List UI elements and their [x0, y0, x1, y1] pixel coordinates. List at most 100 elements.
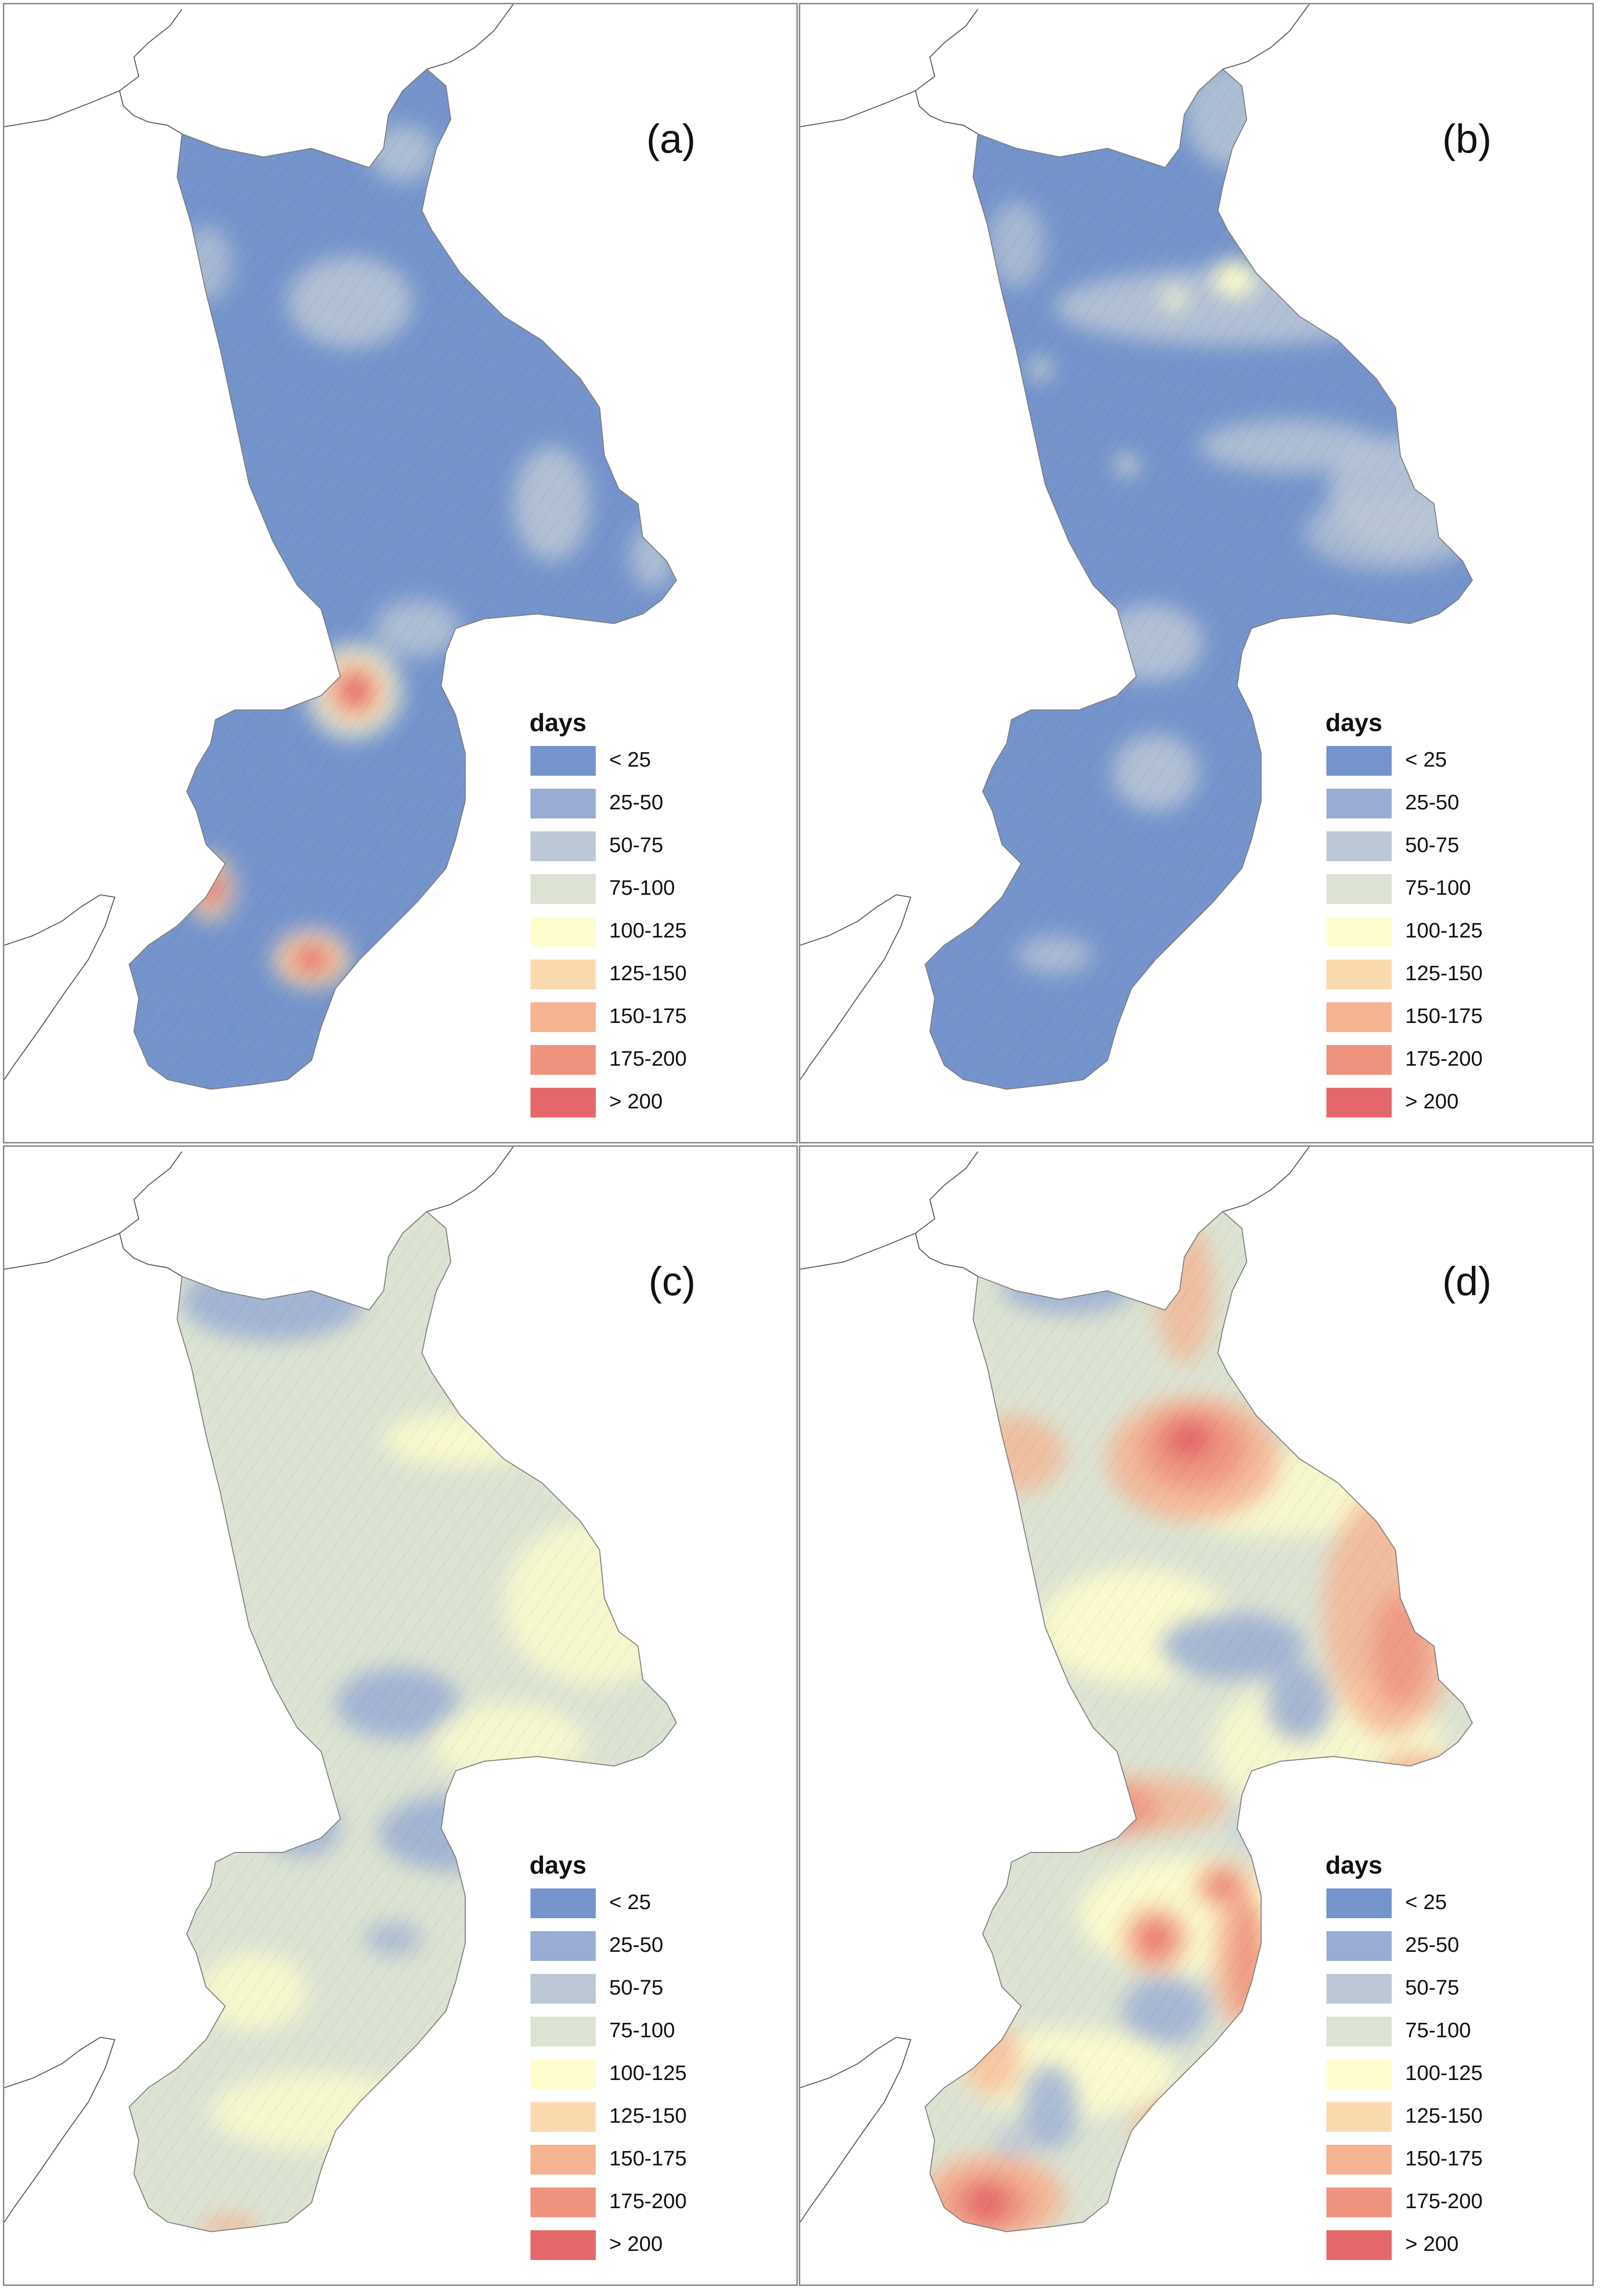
legend: days < 25 25-50 50-75 75-100 100-125 125-150 15…	[530, 709, 731, 1130]
legend-item: 25-50	[1325, 1931, 1527, 1974]
map-svg	[4, 1147, 677, 2233]
legend-label: 50-75	[609, 833, 663, 857]
legend-item: < 25	[1325, 1888, 1527, 1931]
legend-item: 75-100	[530, 2017, 731, 2059]
legend-item: 50-75	[530, 1974, 731, 2017]
legend-item: 75-100	[1325, 2017, 1527, 2059]
legend-item: 100-125	[1325, 917, 1527, 960]
coastline	[800, 1151, 978, 1270]
legend-item: 75-100	[1325, 874, 1527, 917]
legend-swatch	[1326, 2145, 1392, 2175]
legend-item: 25-50	[530, 1931, 731, 1974]
legend-swatch	[530, 1088, 596, 1118]
legend: days < 25 25-50 50-75 75-100 100-125 125-150 15…	[1325, 709, 1527, 1130]
panel-label: (a)	[646, 116, 696, 161]
legend-item: 150-175	[1325, 2145, 1527, 2188]
region-outline	[128, 1211, 677, 2233]
coastline	[4, 1151, 182, 1270]
legend-label: 175-200	[1405, 1047, 1483, 1070]
legend-label: > 200	[609, 2232, 663, 2256]
legend-label: 175-200	[609, 2189, 687, 2213]
zone-ellipse	[1136, 993, 1194, 1041]
legend-label: 150-175	[609, 2147, 687, 2170]
map-svg	[800, 4, 1473, 1090]
legend-item: 125-150	[530, 2102, 731, 2145]
coastline	[119, 90, 182, 134]
legend-item: > 200	[1325, 2230, 1527, 2273]
coastline	[4, 894, 116, 1080]
legend-swatch	[530, 960, 596, 989]
legend-label: 125-150	[1405, 2104, 1483, 2128]
legend-label: 100-125	[1405, 919, 1483, 942]
legend-item: > 200	[530, 1088, 731, 1130]
legend-label: < 25	[609, 1890, 651, 1914]
legend-swatch	[1326, 1974, 1392, 2004]
region-outline	[128, 68, 677, 1090]
zone-ellipse	[429, 2064, 472, 2140]
legend-label: < 25	[1405, 748, 1447, 771]
legend-swatch	[1326, 1931, 1392, 1961]
legend-swatch	[1326, 746, 1392, 776]
coastline	[800, 9, 978, 127]
legend-swatch	[1326, 2230, 1392, 2260]
legend-label: 50-75	[1405, 833, 1459, 857]
legend-title: days	[530, 1851, 587, 1879]
map-panel-d: (d) days < 25 25-50 50-75 75-100 100-125 125-1…	[799, 1145, 1594, 2286]
legend-label: 125-150	[1405, 962, 1483, 985]
legend-item: < 25	[530, 1888, 731, 1931]
legend-item: 125-150	[1325, 2102, 1527, 2145]
legend-swatch	[1326, 831, 1392, 861]
legend-item: 125-150	[530, 960, 731, 1002]
legend-swatch	[530, 789, 596, 818]
legend-label: 75-100	[1405, 876, 1471, 900]
legend-swatch	[1326, 789, 1392, 818]
legend-swatch	[530, 1045, 596, 1075]
region-outline	[924, 1211, 1473, 2233]
legend-label: 125-150	[609, 2104, 687, 2128]
legend-label: 50-75	[1405, 1976, 1459, 1999]
legend-item: 100-125	[530, 917, 731, 960]
legend-item: < 25	[530, 746, 731, 789]
coastline	[915, 1233, 978, 1277]
map-panel-c: (c) days < 25 25-50 50-75 75-100 100-125 125-1…	[3, 1145, 798, 2286]
legend-item: 125-150	[1325, 960, 1527, 1002]
coastline	[4, 2036, 116, 2223]
panel-label: (b)	[1442, 116, 1492, 161]
legend-item: 25-50	[1325, 789, 1527, 831]
legend-swatch	[530, 2059, 596, 2089]
legend-swatch	[1326, 2059, 1392, 2089]
coastline	[119, 1233, 182, 1277]
legend-label: 150-175	[1405, 2147, 1483, 2170]
legend-item: 150-175	[1325, 1002, 1527, 1045]
legend-swatch	[1326, 1088, 1392, 1118]
legend-label: 25-50	[1405, 791, 1459, 814]
legend-swatch	[530, 2188, 596, 2217]
legend-label: 100-125	[1405, 2061, 1483, 2085]
map-svg	[800, 1147, 1473, 2233]
coastline	[800, 894, 912, 1080]
legend-item: < 25	[1325, 746, 1527, 789]
coastline	[915, 90, 978, 134]
legend-item: 175-200	[530, 2188, 731, 2230]
panel-label: (c)	[649, 1259, 696, 1304]
legend-label: 175-200	[609, 1047, 687, 1070]
legend-label: 125-150	[609, 962, 687, 985]
legend-item: 50-75	[1325, 831, 1527, 874]
legend-label: 75-100	[609, 2019, 675, 2042]
map-panel-b: (b) days < 25 25-50 50-75 75-100 100-125 125-1…	[799, 3, 1594, 1143]
legend-swatch	[1326, 2188, 1392, 2217]
legend-swatch	[530, 1931, 596, 1961]
legend-swatch	[1326, 2017, 1392, 2046]
legend-item: 175-200	[1325, 1045, 1527, 1088]
legend-swatch	[530, 746, 596, 776]
legend-item: 75-100	[530, 874, 731, 917]
legend-label: < 25	[1405, 1890, 1447, 1914]
legend-swatch	[1326, 1045, 1392, 1075]
legend-item: 50-75	[530, 831, 731, 874]
legend-swatch	[530, 2230, 596, 2260]
legend-label: 175-200	[1405, 2189, 1483, 2213]
legend-swatch	[530, 831, 596, 861]
legend-swatch	[530, 1888, 596, 1918]
legend-label: 150-175	[1405, 1004, 1483, 1028]
